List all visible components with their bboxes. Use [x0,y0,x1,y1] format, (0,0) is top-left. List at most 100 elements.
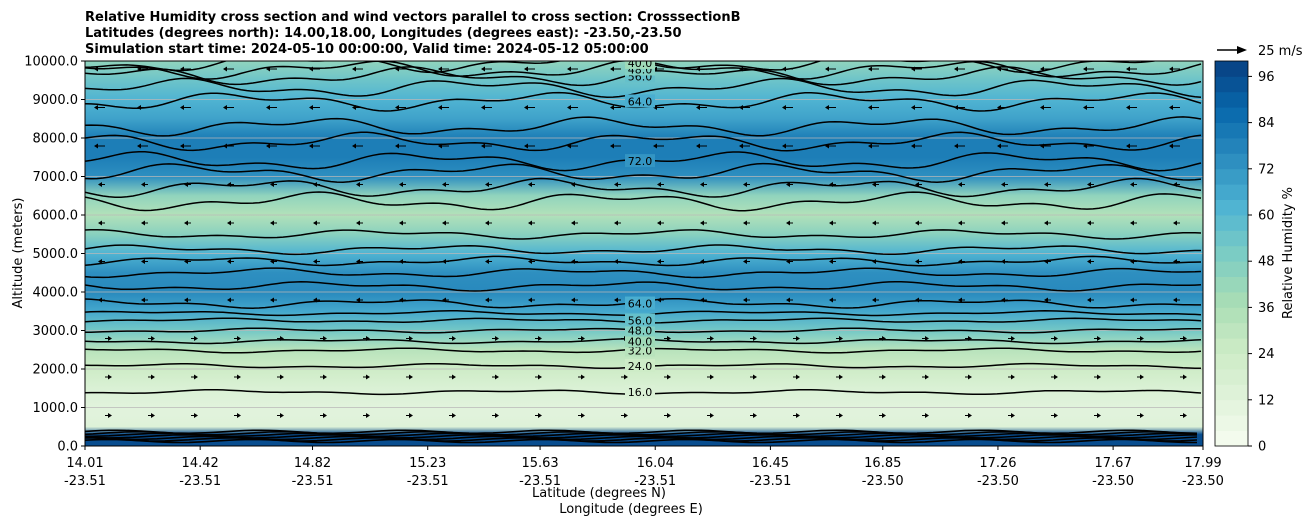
wind-vector-head [495,374,499,380]
colorbar-ticks: 0 12 24 36 48 60 72 84 96 [1248,70,1275,455]
y-tick-label: 3000.0 [33,324,79,339]
colorbar-tick-label: 60 [1258,209,1275,224]
wind-vector-head [94,143,98,149]
wind-vector-head [98,259,102,264]
wind-vector-head [753,374,757,380]
wind-vector-head [1087,297,1091,303]
wind-vector-head [567,143,571,149]
wind-vector-head [481,66,485,72]
wind-vector-head [1130,182,1134,187]
colorbar-band [1215,138,1248,154]
wind-vector-head [1097,413,1101,418]
wind-vector-head [1087,182,1091,187]
wind-vector-head [151,413,155,418]
wind-vector-head [1001,220,1005,226]
contour-label-bg [625,323,655,337]
wind-vector-head [696,105,700,110]
contour-label: 40.0 [628,335,653,348]
wind-vector-head [1097,374,1101,380]
wind-vector-head [270,259,274,264]
wind-vector-head [567,66,571,72]
wind-vector-head [1173,220,1177,226]
wind-vector-head [786,220,790,226]
contour-line [85,131,1202,152]
wind-vector-head [614,259,618,264]
wind-vector-head [614,297,618,303]
wind-vector-head [1054,374,1058,380]
wind-vector-head [958,182,962,187]
wind-vector-head [94,66,98,72]
wind-vector-head [667,374,671,380]
wind-vector-head [442,220,446,226]
x-tick-latitude: 17.26 [979,456,1016,471]
wind-vector-head [528,297,532,303]
wind-vector-head [141,182,145,187]
wind-vector-head [839,413,843,418]
wind-vector-head [309,143,313,149]
wind-vector-head [1097,336,1101,341]
colorbar-band [1215,61,1248,77]
wind-vector-head [610,143,614,149]
wind-vector-head [538,374,542,380]
wind-vector-head [524,66,528,72]
x-tick-longitude: -23.51 [749,474,791,489]
wind-vector-head [1126,143,1130,149]
contour-labels: 16.024.032.040.048.056.064.072.064.056.0… [625,57,655,399]
colorbar-band [1215,399,1248,416]
wind-vector-head [614,182,618,187]
wind-vector-head [954,143,958,149]
wind-vector-head [94,105,98,110]
contour-label: 64.0 [628,95,653,108]
x-tick-longitude: -23.50 [1092,474,1134,489]
wind-vector-head [958,259,962,264]
wind-vector-head [1044,259,1048,264]
wind-vector-head [528,182,532,187]
wind-vector-head [882,413,886,418]
wind-vector-head [180,105,184,110]
wind-vector-head [954,105,958,110]
wind-vector-head [911,105,915,110]
wind-vector-head [137,66,141,72]
wind-vector-head [700,220,704,226]
y-tick-label: 6000.0 [33,209,79,224]
wind-vector-head [1083,105,1087,110]
colorbar-tick-label: 84 [1258,116,1275,131]
y-tick-label: 9000.0 [33,93,79,108]
wind-vector-head [409,374,413,380]
wind-vector-head [915,259,919,264]
x-tick-latitude: 15.63 [521,456,558,471]
wind-vector-head [409,336,413,341]
contour-label-bg [625,385,655,399]
x-tick-longitude: -23.51 [634,474,676,489]
wind-vector-head [829,259,833,264]
wind-vector-head [280,374,284,380]
wind-vector-head [782,143,786,149]
wind-vector-head [270,220,274,226]
x-tick-latitude: 16.04 [637,456,674,471]
wind-vector-head [753,336,757,341]
colorbar-band [1215,76,1248,93]
wind-vector-head [796,374,800,380]
contour-label: 40.0 [628,57,653,70]
wind-vector-head [1183,413,1187,418]
wind-vector-head [481,143,485,149]
wind-vector-head [366,374,370,380]
wind-vector-head [438,143,442,149]
contour-line [85,244,1201,256]
contour-line [85,162,1202,183]
contour-label-bg [625,313,655,327]
colorbar-band [1215,276,1248,293]
wind-vector-head [1083,66,1087,72]
wind-vector-head [1140,374,1144,380]
wind-vector-head [571,182,575,187]
y-tick-label: 2000.0 [33,363,79,378]
wind-vector-head [1087,220,1091,226]
wind-vector-head [270,297,274,303]
wind-vector-head [237,413,241,418]
wind-vector-head [481,105,485,110]
wind-vector-head [667,413,671,418]
x-tick-latitude: 14.82 [294,456,331,471]
x-tick-latitude: 14.42 [182,456,219,471]
contour-label: 64.0 [628,298,653,311]
wind-vector-head [309,66,313,72]
